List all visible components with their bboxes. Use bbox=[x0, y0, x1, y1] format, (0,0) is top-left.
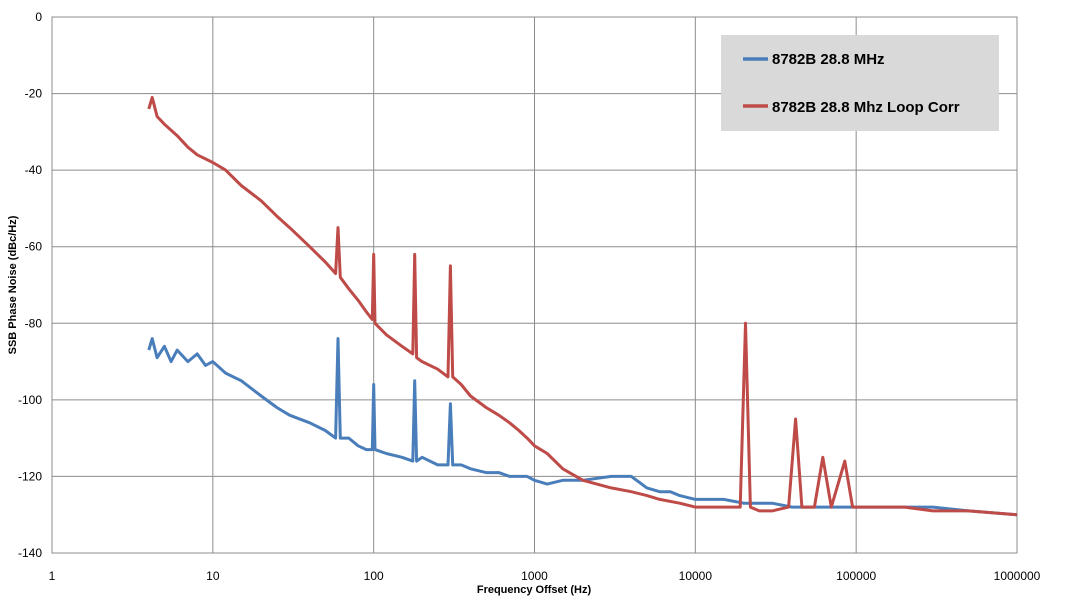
y-tick-label: -20 bbox=[25, 87, 43, 101]
x-tick-label: 10 bbox=[206, 569, 220, 583]
series-lines bbox=[147, 95, 1018, 517]
y-tick-label: -80 bbox=[25, 316, 43, 330]
y-tick-label: -100 bbox=[18, 393, 42, 407]
axis-ticks: 1 10 100 1000 10000 100000 1000000 0 -20 -40 -60 -8… bbox=[18, 10, 1041, 583]
series-line-1 bbox=[147, 337, 1018, 517]
x-tick-label: 100 bbox=[364, 569, 384, 583]
y-tick-label: 0 bbox=[35, 10, 42, 24]
legend-label-series-1: 8782B 28.8 MHz bbox=[772, 51, 885, 68]
x-axis-title: Frequency Offset (Hz) bbox=[477, 584, 592, 596]
y-tick-label: -120 bbox=[18, 469, 42, 483]
y-tick-label: -140 bbox=[18, 546, 42, 560]
x-tick-label: 1 bbox=[49, 569, 56, 583]
x-tick-label: 1000000 bbox=[994, 569, 1041, 583]
x-tick-label: 10000 bbox=[679, 569, 713, 583]
y-axis-title: SSB Phase Noise (dBc/Hz) bbox=[7, 215, 19, 354]
legend-label-series-2: 8782B 28.8 Mhz Loop Corr bbox=[772, 99, 960, 116]
series-line-2 bbox=[147, 95, 1018, 517]
x-tick-label: 100000 bbox=[836, 569, 876, 583]
legend: 8782B 28.8 MHz 8782B 28.8 Mhz Loop Corr bbox=[721, 35, 999, 131]
y-tick-label: -60 bbox=[25, 240, 43, 254]
x-tick-label: 1000 bbox=[521, 569, 548, 583]
legend-box bbox=[721, 35, 999, 131]
y-tick-label: -40 bbox=[25, 163, 43, 177]
